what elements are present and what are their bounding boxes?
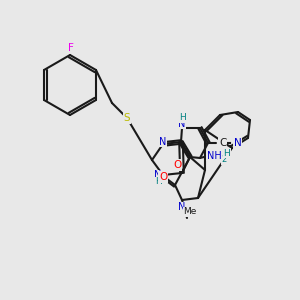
Text: F: F (68, 43, 74, 53)
Text: O: O (173, 160, 181, 170)
Text: S: S (124, 113, 130, 123)
Text: O: O (159, 172, 167, 182)
Text: N: N (159, 137, 167, 147)
Text: H: H (178, 113, 185, 122)
Text: N: N (154, 170, 162, 180)
Text: N: N (234, 138, 242, 148)
Text: Me: Me (183, 208, 197, 217)
Text: H: H (154, 178, 161, 187)
Text: C: C (219, 138, 226, 148)
Text: NH: NH (207, 151, 221, 161)
Text: 2: 2 (221, 155, 226, 164)
Text: N: N (178, 119, 186, 129)
Text: N: N (178, 202, 186, 212)
Text: H: H (224, 148, 230, 158)
